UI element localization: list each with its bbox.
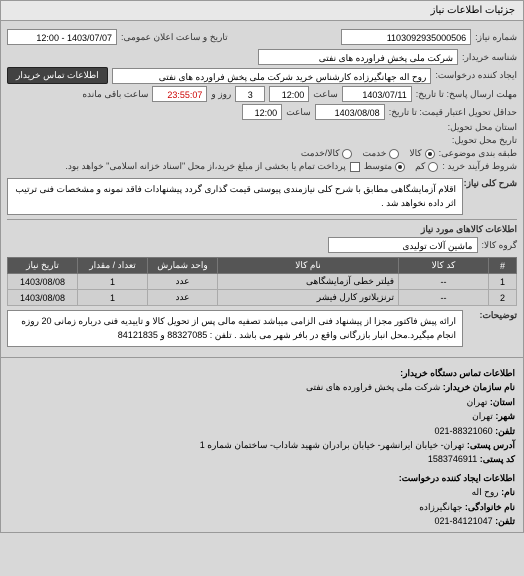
table-cell: 1 [489, 274, 517, 290]
notes-label: توضیحات: [467, 310, 517, 321]
remain-days-field: 3 [235, 86, 265, 102]
name-label: نام: [501, 487, 515, 497]
desc-text: اقلام آزمایشگاهی مطابق با شرح کلی نیازمن… [7, 178, 463, 215]
goods-group-label: گروه کالا: [482, 240, 517, 251]
table-cell: -- [399, 290, 489, 306]
goods-table: # کد کالا نام کالا واحد شمارش تعداد / مق… [7, 257, 517, 306]
radio-icon [428, 162, 438, 172]
table-header-row: # کد کالا نام کالا واحد شمارش تعداد / مق… [8, 258, 517, 274]
req-number-field: 1103092935000506 [341, 29, 471, 45]
req-number-label: شماره نیاز: [475, 32, 517, 43]
header-section: شماره نیاز: 1103092935000506 تاریخ و ساع… [1, 21, 523, 353]
terms-radio-group: کم متوسط [364, 161, 439, 172]
pkg-opt-khedmat[interactable]: خدمت [362, 148, 399, 159]
col-unit: واحد شمارش [148, 258, 218, 274]
buyer-field: شرکت ملی پخش فراورده های نفتی [258, 49, 458, 65]
deadline-date-field: 1403/07/11 [342, 86, 412, 102]
radio-icon [389, 149, 399, 159]
table-cell: -- [399, 274, 489, 290]
table-cell: عدد [148, 290, 218, 306]
term-opt-mid[interactable]: متوسط [364, 161, 405, 172]
addr-label: آدرس پستی: [467, 440, 515, 450]
table-row: 1--فیلتر خطی آزمایشگاهیعدد11403/08/08 [8, 274, 517, 290]
col-name: نام کالا [218, 258, 399, 274]
deadline-time-field: 12:00 [269, 86, 309, 102]
notes-text: ارائه پیش فاکتور مجزا از پیشنهاد فنی الز… [7, 310, 463, 347]
table-cell: 1 [78, 290, 148, 306]
radio-icon [425, 149, 435, 159]
radio-icon [342, 149, 352, 159]
creator-label: ایجاد کننده درخواست: [435, 70, 517, 81]
org-label: نام سازمان خریدار: [443, 382, 515, 392]
tel-value: 88321060-021 [435, 426, 493, 436]
time-label-2: ساعت [286, 107, 311, 118]
addr-value: تهران- خیابان ایرانشهر- خیابان برادران ش… [200, 440, 465, 450]
remain-suffix: ساعت باقی مانده [82, 89, 148, 100]
purchase-terms-label: شروط فرآیند خرید : [442, 161, 517, 172]
term-note: پرداخت تمام یا بخشی از مبلغ خرید،از محل … [65, 161, 345, 172]
family-value: جهانگیرزاده [419, 502, 462, 512]
delivery-date-field: 1403/08/08 [315, 104, 385, 120]
desc-label: شرح کلی نیاز: [467, 178, 517, 189]
city-value: تهران [472, 411, 493, 421]
request-details-panel: جزئیات اطلاعات نیاز شماره نیاز: 11030929… [0, 0, 524, 533]
col-num: # [489, 258, 517, 274]
table-cell: عدد [148, 274, 218, 290]
delivery-date-label: تاریخ محل تحویل: [452, 135, 517, 146]
tel-label: تلفن: [495, 426, 515, 436]
family-label: نام خانوادگی: [465, 502, 515, 512]
deadline-send-label: مهلت ارسال پاسخ: تا تاریخ: [416, 89, 517, 100]
pkg-opt-both[interactable]: کالا/خدمت [301, 148, 353, 159]
delivery-place-label: استان محل تحویل: [448, 122, 517, 133]
goods-needed-label: اطلاعات کالاهای مورد نیاز [421, 224, 517, 235]
term-checkbox[interactable] [350, 162, 360, 172]
buyer-label: شناسه خریدار: [462, 52, 517, 63]
creator-tel-value: 84121047-021 [435, 516, 493, 526]
table-cell: 2 [489, 290, 517, 306]
table-cell: ترنزیلاتور کارل فیشر [218, 290, 399, 306]
delivery-time-field: 12:00 [242, 104, 282, 120]
announce-field: 1403/07/07 - 12:00 [7, 29, 117, 45]
province-label: استان: [490, 397, 515, 407]
tab-title: جزئیات اطلاعات نیاز [431, 5, 515, 16]
packaging-radio-group: کالا خدمت کالا/خدمت [301, 148, 435, 159]
city-label: شهر: [495, 411, 515, 421]
creator-tel-label: تلفن: [495, 516, 515, 526]
table-cell: فیلتر خطی آزمایشگاهی [218, 274, 399, 290]
delivery-deadline-label: حداقل تحویل اعتبار قیمت: تا تاریخ: [389, 107, 517, 118]
creator-field: روح اله جهانگیرزاده کارشناس خرید شرکت مل… [112, 68, 432, 84]
packaging-label: طبقه بندی موضوعی: [439, 148, 517, 159]
contact-buyer-button[interactable]: اطلاعات تماس خریدار [7, 67, 108, 84]
postal-value: 1583746911 [428, 454, 477, 464]
goods-group-field: ماشین آلات تولیدی [328, 237, 478, 253]
col-date: تاریخ نیاز [8, 258, 78, 274]
col-code: کد کالا [399, 258, 489, 274]
org-value: شرکت ملی پخش فراورده های نفتی [306, 382, 440, 392]
table-row: 2--ترنزیلاتور کارل فیشرعدد11403/08/08 [8, 290, 517, 306]
announce-label: تاریخ و ساعت اعلان عمومی: [121, 32, 228, 43]
creator-section-label: اطلاعات ایجاد کننده درخواست: [399, 473, 515, 483]
table-cell: 1403/08/08 [8, 274, 78, 290]
term-opt-low[interactable]: کم [415, 161, 438, 172]
contact-section-label: اطلاعات تماس دستگاه خریدار: [400, 368, 515, 378]
table-cell: 1403/08/08 [8, 290, 78, 306]
day-word: روز و [211, 89, 231, 100]
col-qty: تعداد / مقدار [78, 258, 148, 274]
table-cell: 1 [78, 274, 148, 290]
radio-icon [395, 162, 405, 172]
time-label-1: ساعت [313, 89, 338, 100]
province-value: تهران [467, 397, 488, 407]
remain-time-field: 23:55:07 [152, 86, 207, 102]
postal-label: کد پستی: [480, 454, 515, 464]
tab-header: جزئیات اطلاعات نیاز [1, 1, 523, 21]
pkg-opt-kala[interactable]: کالا [409, 148, 434, 159]
footer-section: اطلاعات تماس دستگاه خریدار: نام سازمان خ… [1, 362, 523, 532]
name-value: روح اله [472, 487, 499, 497]
